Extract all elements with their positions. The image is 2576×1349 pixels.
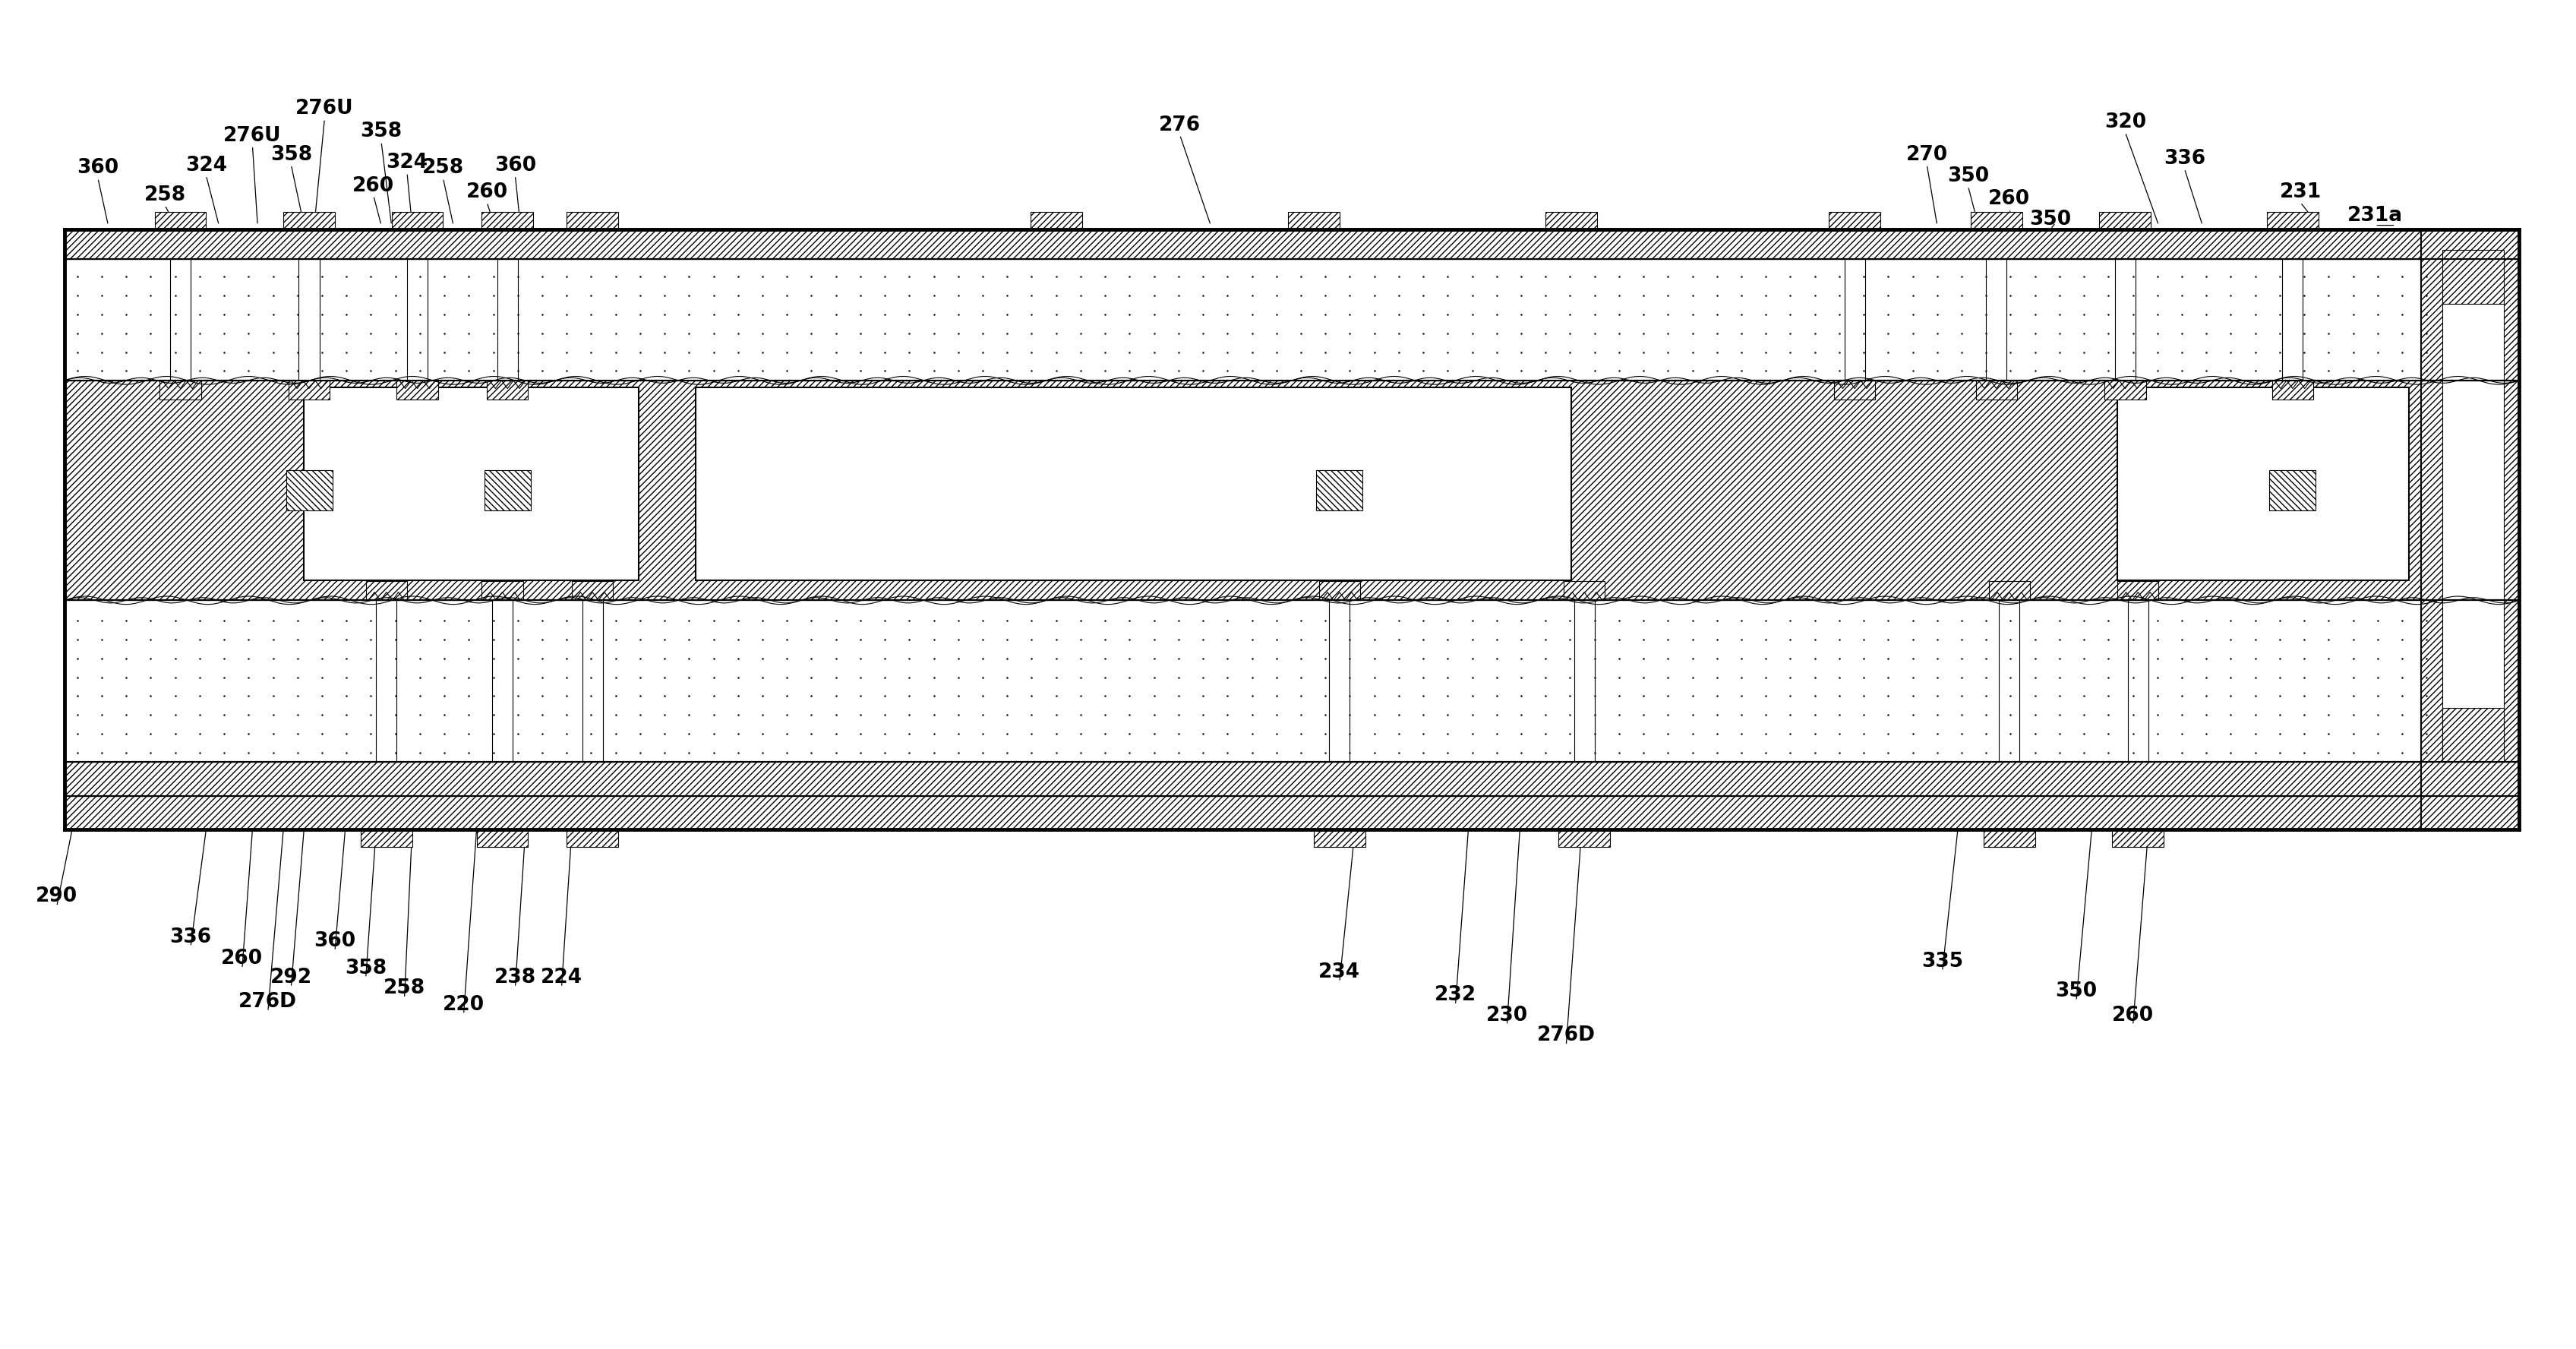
- Bar: [2442, 708, 2504, 762]
- Bar: [484, 469, 531, 510]
- Bar: [1030, 212, 1082, 229]
- Bar: [392, 212, 443, 229]
- Bar: [2112, 830, 2164, 847]
- Bar: [1976, 380, 2017, 399]
- Bar: [1316, 469, 1363, 510]
- Bar: [155, 212, 206, 229]
- Bar: [2117, 581, 2159, 600]
- Text: 320: 320: [2105, 112, 2146, 132]
- Bar: [2442, 297, 2504, 762]
- Text: 336: 336: [170, 927, 211, 947]
- Text: 234: 234: [1319, 962, 1360, 982]
- Text: 258: 258: [422, 158, 464, 178]
- Bar: [1319, 581, 1360, 600]
- Bar: [2442, 250, 2504, 304]
- Text: 258: 258: [384, 978, 425, 998]
- Bar: [477, 830, 528, 847]
- Bar: [283, 212, 335, 229]
- Text: 270: 270: [1906, 144, 1947, 165]
- Bar: [1564, 581, 1605, 600]
- Text: 336: 336: [2164, 148, 2205, 169]
- Bar: [64, 229, 2519, 830]
- Text: 350: 350: [1947, 166, 1989, 186]
- Text: 350: 350: [2030, 209, 2071, 229]
- Bar: [1314, 830, 1365, 847]
- Bar: [2269, 469, 2316, 510]
- Bar: [1834, 380, 1875, 399]
- Text: 358: 358: [361, 121, 402, 142]
- Bar: [286, 469, 332, 510]
- Bar: [397, 380, 438, 399]
- Bar: [2421, 229, 2519, 830]
- Bar: [1829, 212, 1880, 229]
- Bar: [482, 581, 523, 600]
- Bar: [572, 581, 613, 600]
- Bar: [64, 762, 2519, 796]
- Bar: [2272, 380, 2313, 399]
- Text: 335: 335: [1922, 951, 1963, 971]
- Text: 238: 238: [495, 967, 536, 987]
- Bar: [2267, 212, 2318, 229]
- Bar: [482, 212, 533, 229]
- Text: 260: 260: [353, 175, 394, 196]
- Bar: [1989, 581, 2030, 600]
- Bar: [2105, 380, 2146, 399]
- Text: 276U: 276U: [224, 125, 281, 146]
- Text: 260: 260: [2112, 1005, 2154, 1025]
- Text: 232: 232: [1435, 985, 1476, 1005]
- Bar: [567, 830, 618, 847]
- Text: 360: 360: [314, 931, 355, 951]
- Bar: [289, 380, 330, 399]
- Bar: [160, 380, 201, 399]
- Bar: [1546, 212, 1597, 229]
- Text: 324: 324: [185, 155, 227, 175]
- Bar: [64, 229, 2519, 259]
- Bar: [64, 259, 2519, 380]
- Bar: [1984, 830, 2035, 847]
- Text: 260: 260: [466, 182, 507, 202]
- Text: 360: 360: [77, 158, 118, 178]
- Text: 358: 358: [345, 958, 386, 978]
- Bar: [366, 581, 407, 600]
- Text: 224: 224: [541, 967, 582, 987]
- Text: 324: 324: [386, 152, 428, 173]
- Bar: [696, 387, 1571, 580]
- Text: 260: 260: [222, 948, 263, 969]
- Text: 292: 292: [270, 967, 312, 987]
- Text: 231a: 231a: [2347, 205, 2403, 225]
- Text: 290: 290: [36, 886, 77, 907]
- Bar: [64, 796, 2519, 830]
- Text: 231: 231: [2280, 182, 2321, 202]
- Bar: [2117, 387, 2409, 580]
- Text: 350: 350: [2056, 981, 2097, 1001]
- Bar: [487, 380, 528, 399]
- Bar: [361, 830, 412, 847]
- Text: 220: 220: [443, 994, 484, 1014]
- Bar: [304, 387, 639, 580]
- Bar: [1971, 212, 2022, 229]
- Bar: [1288, 212, 1340, 229]
- Bar: [1558, 830, 1610, 847]
- Text: 276: 276: [1159, 115, 1200, 135]
- Text: 358: 358: [270, 144, 312, 165]
- Bar: [64, 380, 2519, 600]
- Text: 276D: 276D: [1538, 1025, 1595, 1045]
- Text: 276D: 276D: [240, 992, 296, 1012]
- Text: 276U: 276U: [296, 98, 353, 119]
- Text: 360: 360: [495, 155, 536, 175]
- Bar: [2099, 212, 2151, 229]
- Text: 258: 258: [144, 185, 185, 205]
- Bar: [567, 212, 618, 229]
- Text: 230: 230: [1486, 1005, 1528, 1025]
- Bar: [64, 600, 2519, 762]
- Text: 260: 260: [1989, 189, 2030, 209]
